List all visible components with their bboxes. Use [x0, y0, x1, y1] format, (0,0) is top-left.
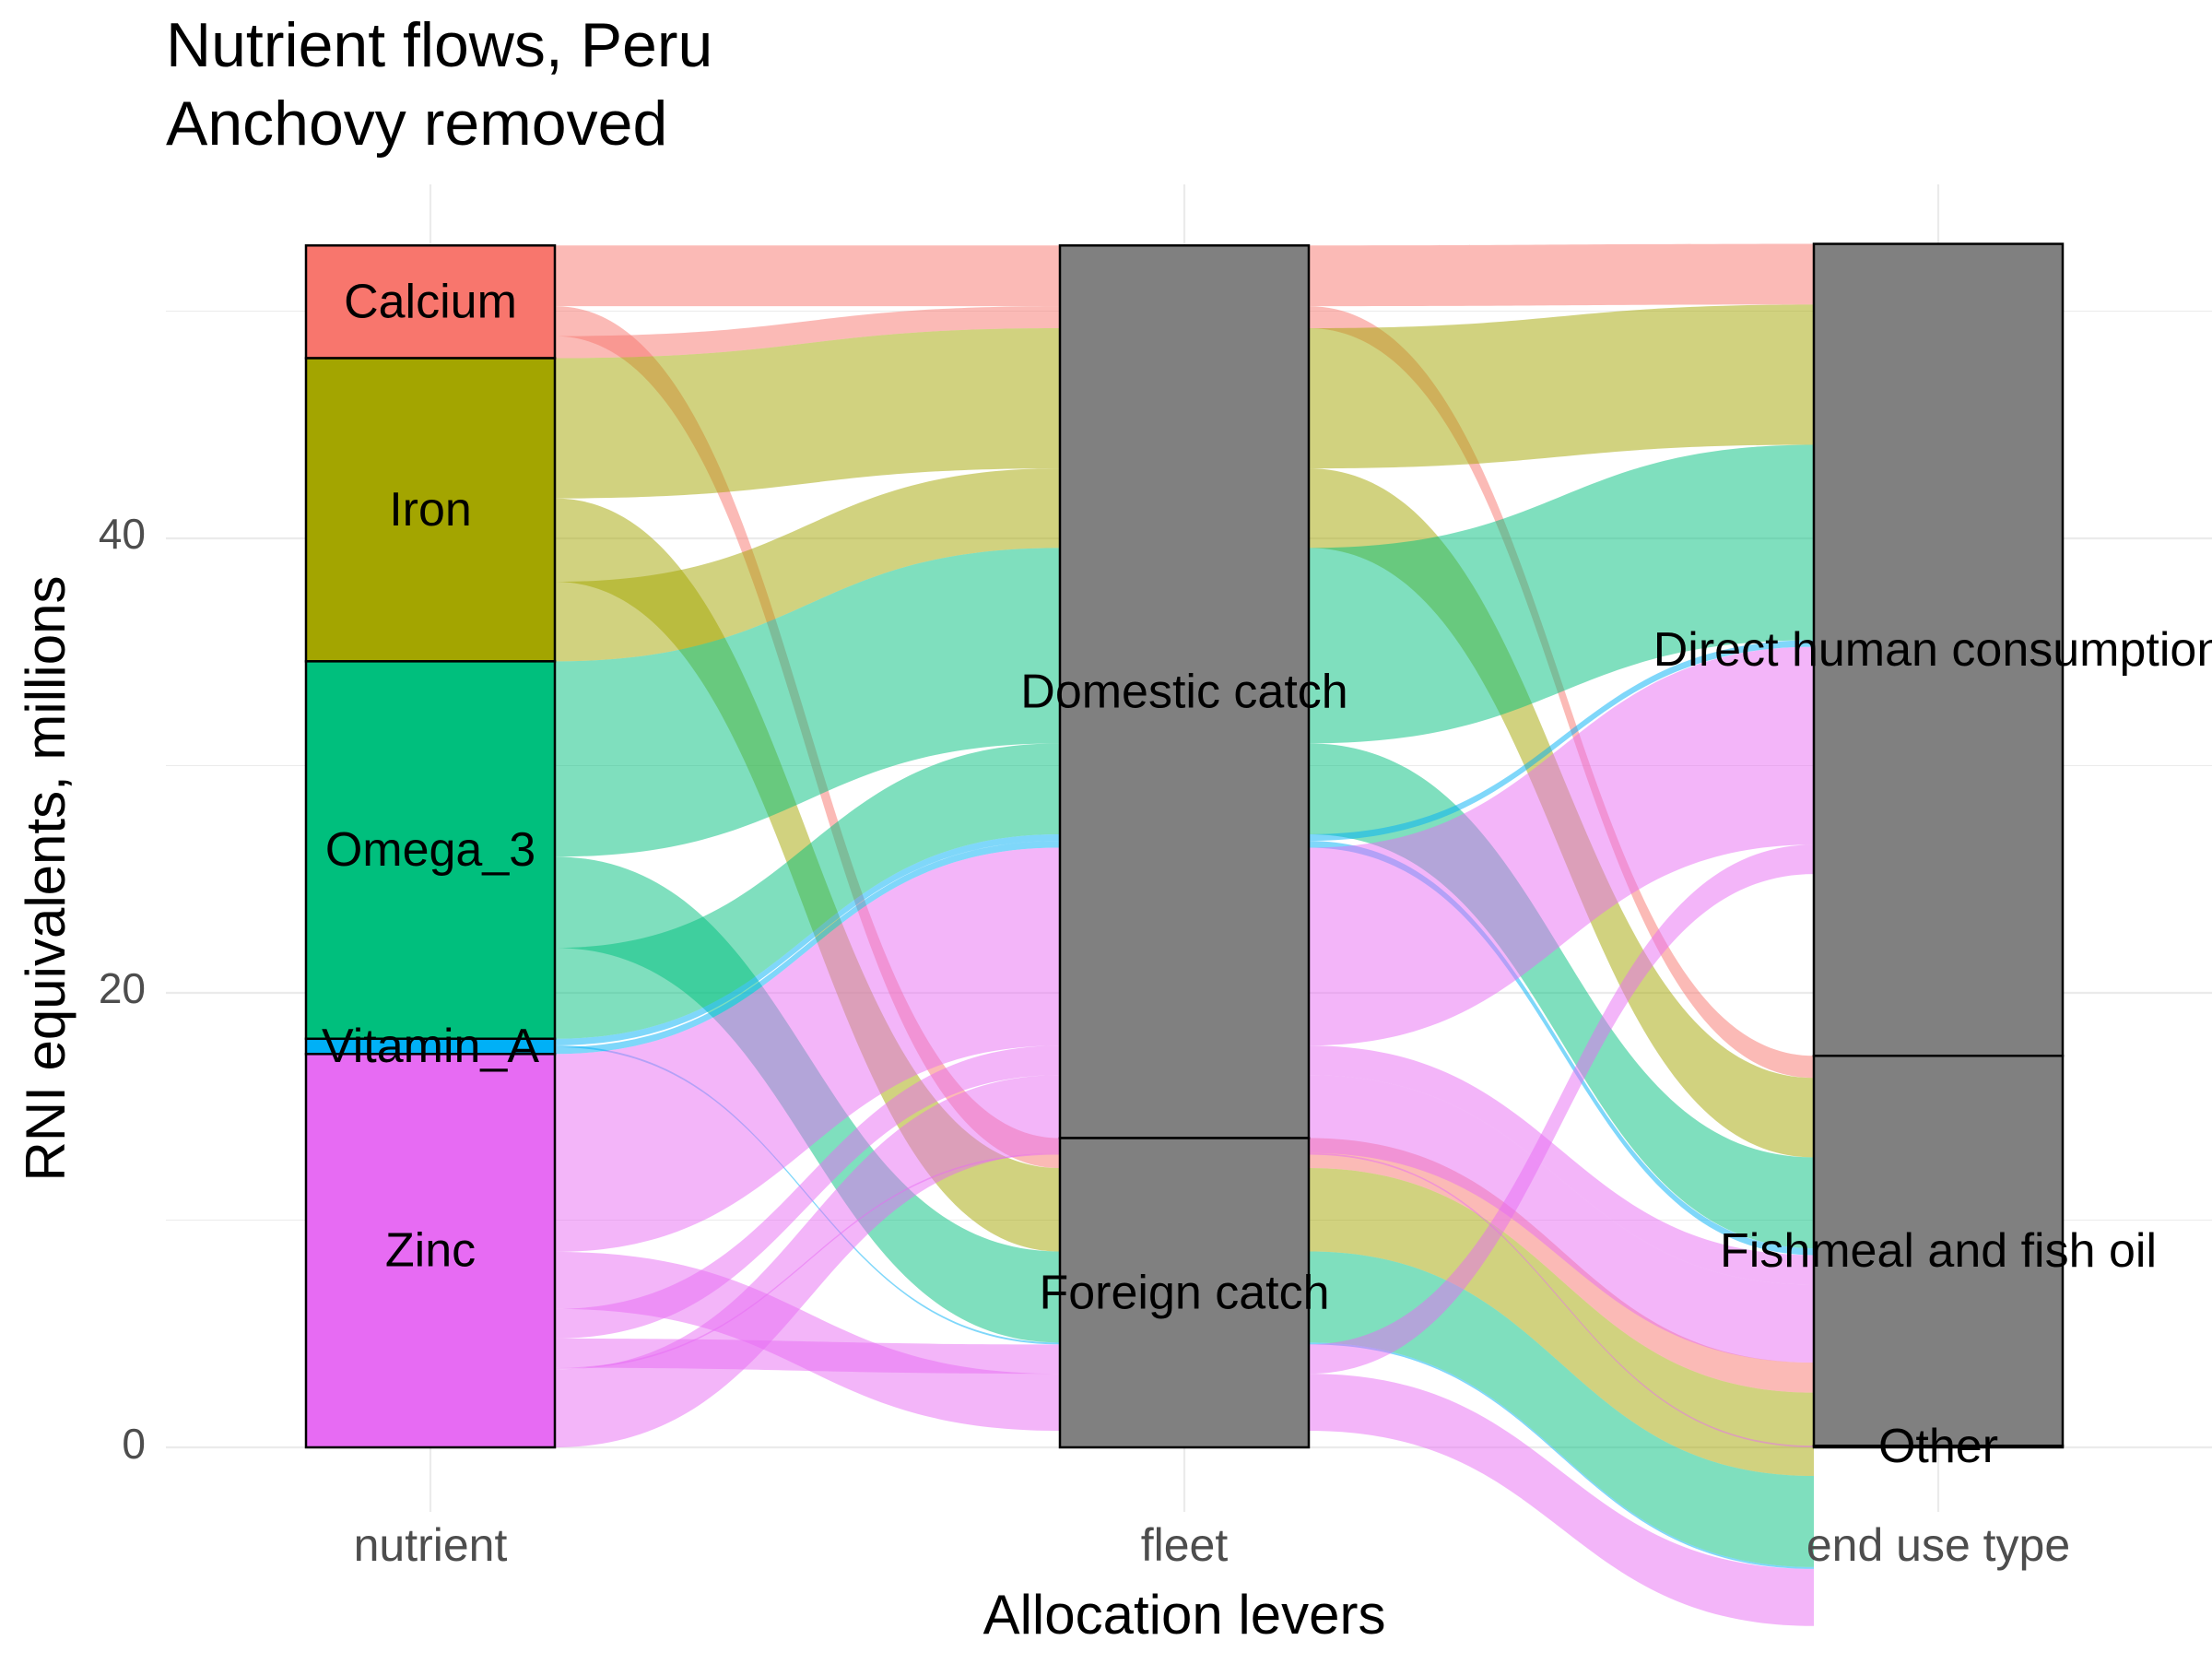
y-tick-label: 0 [122, 1420, 146, 1468]
flow-ribbon-fleet-to-end-use [1309, 306, 1814, 1079]
nutrient-stratum-label: Zinc [385, 1224, 476, 1278]
y-tick-label: 40 [99, 510, 146, 558]
flow-ribbon-nutrient-to-fleet [555, 306, 1060, 359]
flow-ribbon-fleet-to-end-use [1309, 844, 1814, 1375]
flow-ribbon-fleet-to-end-use [1309, 1138, 1814, 1393]
axes: 0 20 40 nutrient fleet end use type Allo… [15, 10, 2070, 1646]
flow-ribbons [555, 243, 1814, 1626]
end-use-stratum-label: Direct human consumption [1653, 623, 2212, 677]
end-use-stratum-label: Fishmeal and fish oil [1720, 1224, 2157, 1278]
flow-ribbon-fleet-to-end-use [1309, 1045, 1814, 1285]
flow-ribbon-fleet-to-end-use [1309, 444, 1814, 744]
flow-ribbon-fleet-to-end-use [1309, 243, 1814, 307]
flow-ribbon-fleet-to-end-use [1309, 1075, 1814, 1363]
stratum-labels: Calcium Iron Omega_3 Vitamin_A Zinc Domestic … [322, 275, 2212, 1473]
chart-title-line-2: Anchovy removed [166, 89, 667, 159]
nutrient-stratum [304, 1053, 557, 1449]
flow-ribbon-nutrient-to-fleet [555, 743, 1060, 1039]
fleet-stratum [1058, 244, 1311, 1139]
nutrient-stratum-label: Calcium [344, 275, 517, 328]
nutrient-stratum-label: Iron [389, 483, 472, 537]
flow-ribbon-nutrient-to-fleet [555, 1045, 1060, 1339]
y-tick-label: 20 [99, 964, 146, 1012]
fleet-stratum-label: Domestic catch [1020, 665, 1347, 718]
flow-ribbon-fleet-to-end-use [1309, 1342, 1814, 1569]
y-axis-title: RNI equivalents, millions [15, 576, 76, 1182]
flow-ribbon-nutrient-to-fleet [555, 1075, 1060, 1447]
flow-ribbon-fleet-to-end-use [1309, 1251, 1814, 1567]
flow-ribbon-nutrient-to-fleet [555, 841, 1060, 1055]
end-use-stratum [1812, 1055, 2065, 1447]
nutrient-stratum-label: Vitamin_A [322, 1020, 539, 1073]
flow-ribbon-nutrient-to-fleet [555, 468, 1060, 662]
x-tick-label-fleet: fleet [1141, 1519, 1229, 1571]
x-axis-title: Allocation levers [983, 1584, 1386, 1646]
end-use-stratum-label: Other [1878, 1420, 1998, 1473]
flow-ribbon-nutrient-to-fleet [555, 833, 1060, 1045]
nutrient-stratum-label: Omega_3 [325, 823, 535, 877]
x-tick-label-nutrient: nutrient [354, 1519, 508, 1571]
flow-ribbon-fleet-to-end-use [1309, 1374, 1814, 1626]
x-tick-label-end-use-type: end use type [1806, 1519, 2070, 1571]
flow-ribbon-nutrient-to-fleet [555, 847, 1060, 1253]
flow-ribbon-nutrient-to-fleet [555, 245, 1060, 307]
flow-ribbon-fleet-to-end-use [1309, 841, 1814, 1256]
fleet-stratum-label: Foreign catch [1039, 1266, 1329, 1319]
chart-title-line-1: Nutrient flows, Peru [166, 10, 712, 80]
flow-ribbon-fleet-to-end-use [1309, 1152, 1814, 1447]
flow-ribbon-fleet-to-end-use [1309, 640, 1814, 842]
flow-ribbon-fleet-to-end-use [1309, 646, 1814, 1046]
flow-ribbon-fleet-to-end-use [1309, 304, 1814, 469]
strata [304, 242, 2065, 1449]
flow-ribbon-nutrient-to-fleet [555, 548, 1060, 857]
end-use-stratum [1812, 1445, 2065, 1449]
end-use-stratum [1812, 242, 2065, 1057]
flow-ribbon-nutrient-to-fleet [555, 327, 1060, 499]
nutrient-stratum [304, 357, 557, 663]
fleet-stratum [1058, 1137, 1311, 1449]
flow-ribbon-fleet-to-end-use [1309, 1168, 1814, 1477]
nutrient-stratum [304, 244, 557, 360]
